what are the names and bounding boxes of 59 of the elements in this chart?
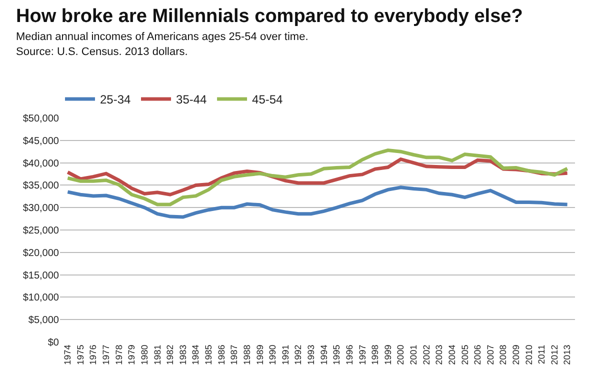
chart-subtitle: Median annual incomes of Americans ages 25-54 over time. [16, 31, 308, 43]
x-tick-label: 1981 [152, 344, 162, 365]
x-tick-label: 2007 [485, 344, 496, 365]
x-tick-label: 2004 [446, 344, 457, 365]
y-tick-label: $30,000 [22, 203, 60, 214]
y-tick-label: $45,000 [22, 136, 60, 147]
line-series [66, 148, 570, 206]
x-tick-label: 1975 [75, 344, 86, 365]
x-tick-label: 2013 [562, 344, 572, 365]
x-tick-label: 1988 [242, 344, 252, 365]
y-tick-label: $50,000 [22, 114, 60, 124]
x-tick-label: 1989 [254, 344, 265, 365]
x-tick-label: 1997 [357, 344, 368, 365]
y-tick-label: $25,000 [22, 226, 60, 236]
x-tick-label: 1993 [306, 344, 316, 365]
x-tick-label: 1982 [165, 344, 176, 365]
y-tick-label: $5,000 [28, 315, 60, 326]
x-tick-label: 2001 [408, 344, 419, 365]
x-tick-label: 1978 [114, 344, 124, 365]
x-tick-label: 1992 [293, 344, 304, 365]
x-tick-label: 1976 [88, 344, 98, 365]
x-tick-label: 1985 [204, 344, 214, 365]
x-tick-label: 1979 [126, 344, 137, 365]
line-series [66, 186, 570, 219]
x-tick-label: 1990 [268, 344, 278, 365]
source-note: Source: U.S. Census. 2013 dollars. [16, 46, 188, 58]
x-tick-label: 2006 [472, 344, 483, 365]
x-tick-label: 2000 [396, 344, 406, 365]
x-tick-label: 1999 [382, 344, 393, 365]
legend-label: 25-34 [100, 92, 132, 107]
x-tick-label: 1980 [139, 344, 150, 365]
x-tick-label: 2008 [498, 344, 508, 365]
x-tick-label: 1994 [318, 344, 329, 365]
y-tick-label: $35,000 [22, 180, 60, 192]
x-tick-label: 1987 [229, 344, 240, 365]
y-tick-label: $10,000 [22, 292, 60, 304]
x-tick-label: 1996 [344, 344, 354, 365]
x-tick-label: 1991 [280, 344, 290, 365]
y-tick-label: $15,000 [22, 270, 60, 282]
y-tick-label: $40,000 [22, 158, 60, 170]
legend-label: 35-44 [176, 92, 208, 107]
x-tick-label: 1977 [101, 344, 112, 365]
x-tick-label: 2012 [549, 344, 560, 365]
x-tick-label: 2002 [421, 344, 432, 365]
x-tick-label: 1998 [370, 344, 380, 365]
chart-title: How broke are Millennials compared to everybody else? [16, 6, 523, 27]
x-tick-label: 1984 [190, 344, 201, 365]
x-tick-label: 2005 [460, 344, 470, 365]
y-tick-label: $20,000 [22, 248, 60, 259]
x-tick-label: 1974 [62, 344, 73, 365]
x-tick-label: 2011 [536, 344, 547, 364]
y-tick-label: $0 [48, 338, 60, 348]
x-tick-label: 1986 [216, 344, 226, 365]
x-tick-label: 2003 [434, 344, 444, 365]
legend-label: 45-54 [252, 92, 284, 107]
x-tick-label: 1995 [332, 344, 342, 365]
x-tick-label: 2009 [510, 344, 521, 365]
x-tick-label: 2010 [524, 344, 534, 365]
x-tick-label: 1983 [178, 344, 188, 365]
